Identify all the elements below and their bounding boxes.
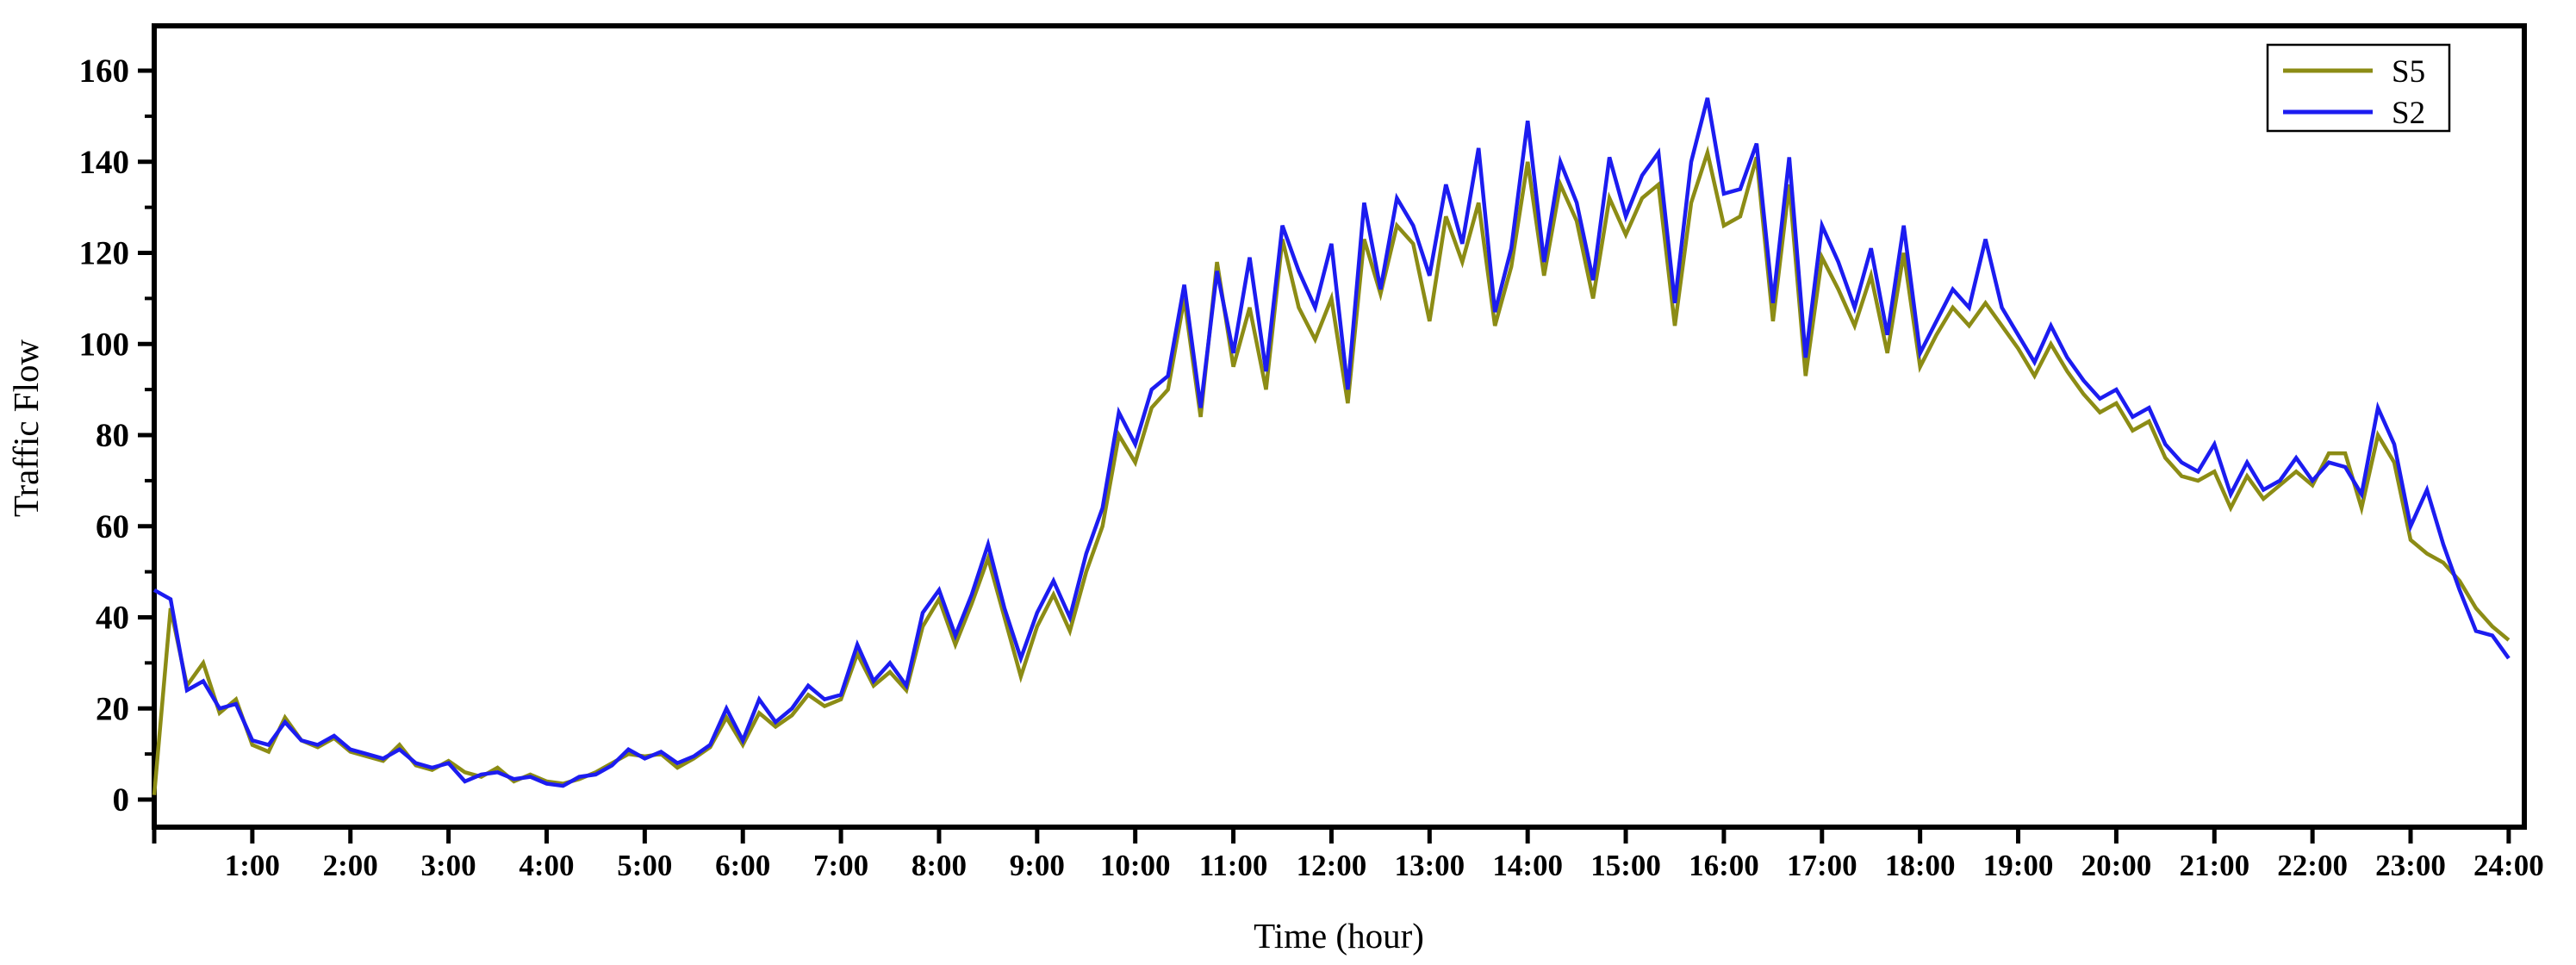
y-axis-title: Traffic Flow <box>6 339 46 518</box>
x-tick-label-1:00: 1:00 <box>225 849 280 882</box>
legend-label-s5: S5 <box>2392 54 2425 90</box>
legend-label-s2: S2 <box>2392 96 2425 131</box>
y-tick-label-20: 20 <box>96 690 129 727</box>
x-axis-title: Time (hour) <box>1254 916 1424 956</box>
plot-frame <box>152 23 2527 830</box>
x-tick-label-11:00: 11:00 <box>1199 849 1268 882</box>
x-tick-label-17:00: 17:00 <box>1787 849 1857 882</box>
x-tick-label-18:00: 18:00 <box>1885 849 1956 882</box>
x-tick-label-8:00: 8:00 <box>912 849 967 882</box>
x-tick-label-13:00: 13:00 <box>1394 849 1465 882</box>
y-tick-label-40: 40 <box>96 600 129 637</box>
axes-layer: 0 20 40 60 80 100 120 140 160 1:00 2:00 3:00 4:00 5:0… <box>79 53 2544 882</box>
x-tick-label-21:00: 21:00 <box>2179 849 2249 882</box>
x-tick-label-9:00: 9:00 <box>1010 849 1065 882</box>
x-tick-label-14:00: 14:00 <box>1492 849 1563 882</box>
y-tick-label-0: 0 <box>113 781 130 819</box>
x-tick-label-4:00: 4:00 <box>519 849 574 882</box>
x-tick-label-10:00: 10:00 <box>1100 849 1171 882</box>
y-tick-label-140: 140 <box>79 144 130 181</box>
series-layer <box>152 97 2511 795</box>
x-tick-label-6:00: 6:00 <box>715 849 770 882</box>
plot-frame-layer <box>152 23 2527 830</box>
y-tick-label-80: 80 <box>96 417 129 454</box>
x-tick-label-12:00: 12:00 <box>1297 849 1367 882</box>
x-tick-label-2:00: 2:00 <box>323 849 378 882</box>
series-s5-line <box>152 145 2511 795</box>
x-tick-label-19:00: 19:00 <box>1983 849 2054 882</box>
x-axis: 1:00 2:00 3:00 4:00 5:00 6:00 7:00 8:00 9:00 10:0… <box>152 827 2544 882</box>
x-tick-label-3:00: 3:00 <box>421 849 476 882</box>
y-tick-label-160: 160 <box>79 53 130 90</box>
y-tick-label-100: 100 <box>79 326 130 363</box>
x-tick-label-15:00: 15:00 <box>1590 849 1661 882</box>
series-s2-line <box>152 97 2511 788</box>
x-tick-label-20:00: 20:00 <box>2081 849 2152 882</box>
x-tick-label-23:00: 23:00 <box>2375 849 2446 882</box>
y-axis: 0 20 40 60 80 100 120 140 160 <box>79 53 154 819</box>
x-tick-label-16:00: 16:00 <box>1689 849 1759 882</box>
x-tick-label-5:00: 5:00 <box>617 849 672 882</box>
x-tick-label-22:00: 22:00 <box>2277 849 2348 882</box>
y-tick-label-120: 120 <box>79 235 130 272</box>
x-tick-label-24:00: 24:00 <box>2473 849 2544 882</box>
x-tick-label-7:00: 7:00 <box>813 849 868 882</box>
legend-box <box>2266 43 2451 133</box>
y-tick-label-60: 60 <box>96 508 129 545</box>
